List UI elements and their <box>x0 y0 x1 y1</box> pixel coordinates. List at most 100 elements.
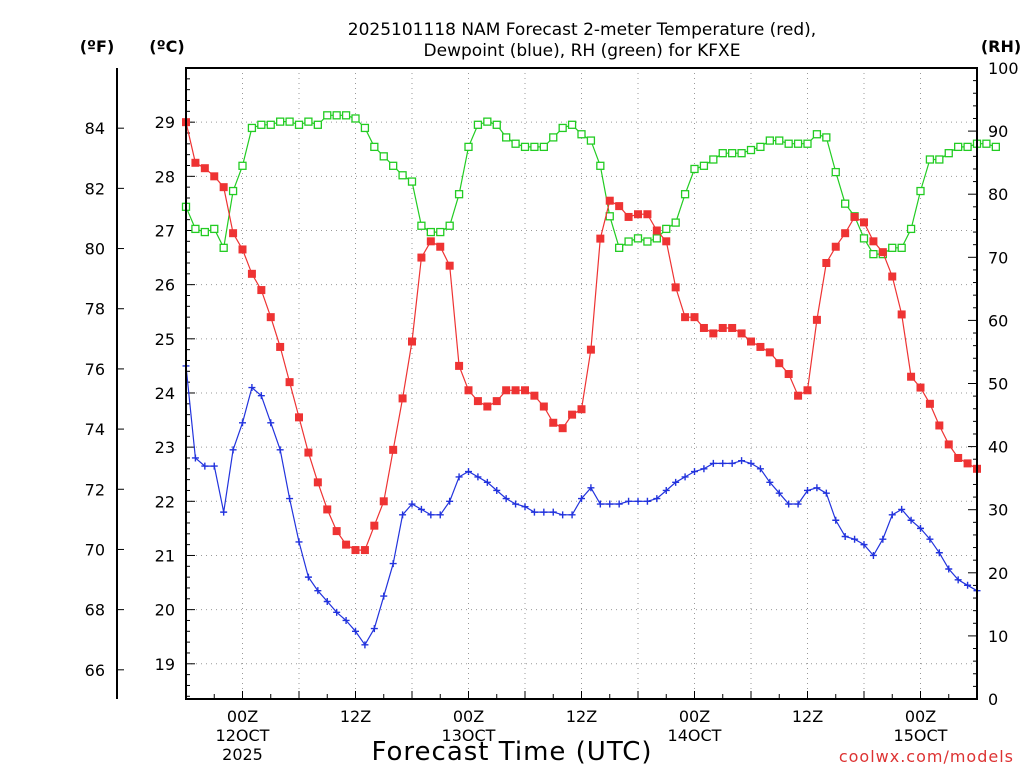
rh-point <box>511 139 520 148</box>
rh-point <box>718 149 727 158</box>
rh-point <box>831 167 840 177</box>
rh-point <box>775 136 784 145</box>
rh-point <box>756 142 765 152</box>
dewpoint-point <box>700 465 708 473</box>
celsius-tick-label: 28 <box>155 167 175 186</box>
dewpoint-point <box>860 541 868 549</box>
dewpoint-point <box>389 560 397 568</box>
rh-point <box>360 123 370 133</box>
dewpoint-point <box>314 587 322 595</box>
rh-tick-label: 80 <box>988 185 1008 204</box>
dewpoint-point <box>935 549 943 557</box>
celsius-tick-label: 25 <box>155 330 175 349</box>
rh-point <box>662 224 671 234</box>
dewpoint-point <box>691 468 698 476</box>
dewpoint-point <box>446 497 454 505</box>
temperature-point <box>210 172 219 181</box>
dewpoint-point <box>380 592 388 600</box>
credit-label: coolwx.com/models <box>839 747 1014 766</box>
dewpoint-point <box>775 489 783 497</box>
dewpoint-point <box>436 511 444 519</box>
temperature-point <box>191 158 200 167</box>
temperature-point <box>812 315 821 324</box>
rh-point <box>643 237 652 246</box>
rh-point <box>935 155 944 164</box>
rh-point <box>963 142 972 152</box>
series-temperature <box>182 118 981 555</box>
temperature-point <box>511 386 520 395</box>
dewpoint-point <box>634 497 642 505</box>
temperature-point <box>671 283 680 292</box>
dewpoint-point <box>370 625 378 633</box>
rh-point <box>464 142 473 152</box>
dewpoint-point <box>945 565 953 573</box>
dewpoint-point <box>719 459 727 467</box>
dewpoint-point <box>804 486 811 494</box>
rh-point <box>765 136 774 145</box>
rh-point <box>680 190 690 199</box>
rh-point <box>671 218 680 227</box>
fahrenheit-tick-label: 80 <box>85 240 105 259</box>
x-tick-date-label: 14OCT <box>668 726 722 745</box>
temperature-point <box>492 397 501 406</box>
temperature-point <box>304 448 313 457</box>
dewpoint-point <box>756 465 764 473</box>
rh-tick-label: 20 <box>988 564 1008 583</box>
rh-point <box>341 111 351 120</box>
dewpoint-point <box>530 508 538 516</box>
rh-tick-label: 50 <box>988 375 1008 394</box>
rh-point <box>238 161 247 170</box>
temperature-point <box>586 345 595 354</box>
rh-tick-label: 40 <box>988 438 1008 457</box>
dewpoint-point <box>954 576 962 584</box>
rh-tick-label: 90 <box>988 122 1008 141</box>
dewpoint-point <box>502 495 510 503</box>
temperature-point <box>916 383 925 392</box>
temperature-point <box>455 361 464 370</box>
rh-point <box>897 243 906 252</box>
rh-point <box>332 111 341 120</box>
temperature-point <box>643 210 652 219</box>
temperature-point <box>860 218 868 227</box>
dewpoint-point <box>408 500 416 508</box>
dewpoint-point <box>813 484 821 492</box>
x-tick-label: 00Z <box>227 707 258 726</box>
dewpoint-point <box>191 454 199 462</box>
plot-frame <box>185 67 978 700</box>
rh-point <box>822 133 831 142</box>
rh-point <box>586 136 596 145</box>
temperature-point <box>737 329 746 338</box>
temperature-point <box>690 313 699 322</box>
temperature-point <box>360 546 369 555</box>
rh-line <box>185 114 996 255</box>
x-tick-label: 12Z <box>340 707 371 726</box>
temperature-point <box>577 405 586 414</box>
dewpoint-point <box>653 495 661 503</box>
dewpoint-point <box>709 459 717 467</box>
data-series <box>181 111 1000 649</box>
rh-point <box>228 186 238 196</box>
temperature-point <box>850 212 859 221</box>
dewpoint-point <box>785 500 793 508</box>
rh-point <box>426 227 435 237</box>
temperature-point <box>831 242 840 251</box>
rh-point <box>417 221 426 230</box>
celsius-axis: 19 20 21 22 23 24 25 26 27 28 29 <box>155 78 195 697</box>
dewpoint-point <box>681 473 689 481</box>
celsius-tick-label: 29 <box>155 113 175 132</box>
rh-point <box>436 227 445 237</box>
temperature-point <box>925 399 934 408</box>
temperature-point <box>370 521 379 530</box>
dewpoint-point <box>210 462 218 470</box>
rh-point <box>445 221 454 230</box>
dewpoint-point <box>257 392 265 400</box>
temperature-point <box>888 272 897 281</box>
temperature-point <box>417 253 426 262</box>
temperature-point <box>323 505 332 514</box>
rh-point <box>200 227 209 237</box>
rh-point <box>191 224 200 234</box>
temperature-point <box>257 286 266 295</box>
dewpoint-point <box>964 581 972 589</box>
rh-axis: 0 10 20 30 40 50 60 70 80 90 100 <box>968 59 1019 709</box>
rh-point <box>313 120 322 129</box>
